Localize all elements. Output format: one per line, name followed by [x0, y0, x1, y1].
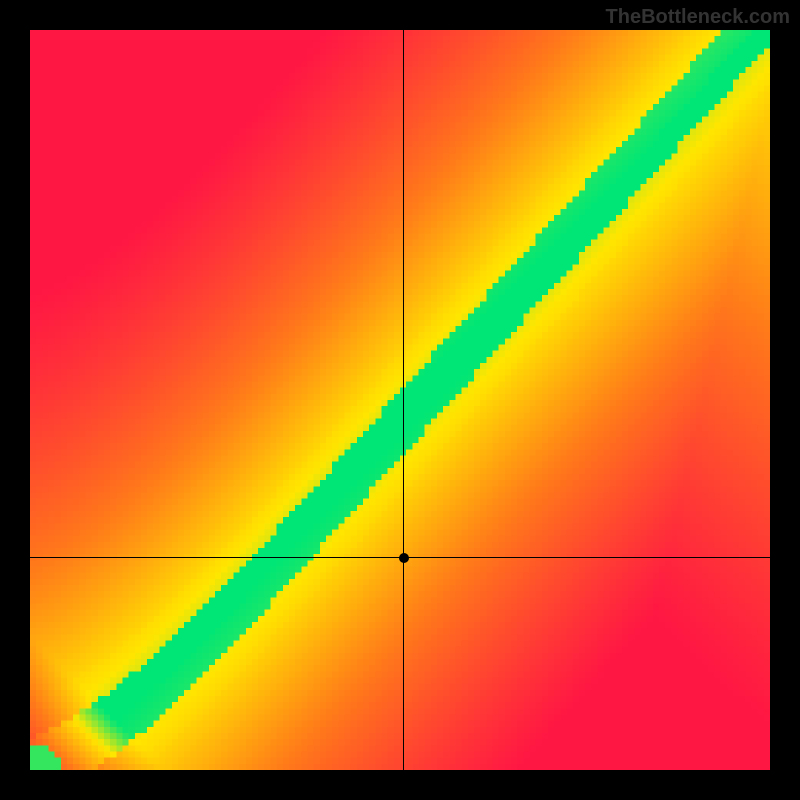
- chart-container: TheBottleneck.com: [0, 0, 800, 800]
- heatmap-canvas: [30, 30, 770, 770]
- plot-area: [30, 30, 770, 770]
- attribution-label: TheBottleneck.com: [606, 6, 790, 29]
- crosshair-vertical: [403, 30, 404, 770]
- marker-dot: [399, 553, 409, 563]
